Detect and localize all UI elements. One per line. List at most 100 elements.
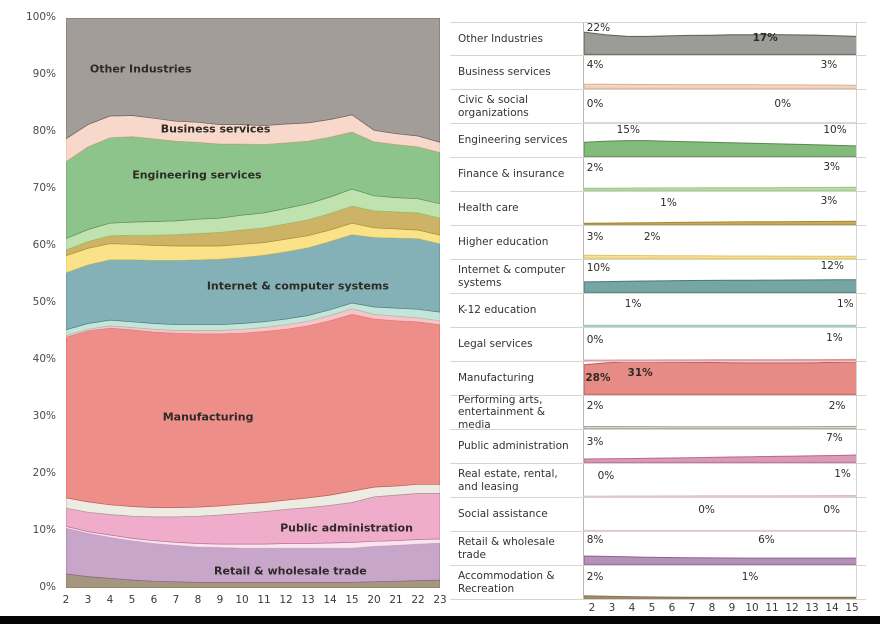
mini-area-manufacturing[interactable] [584, 362, 857, 395]
mini-area-public_admin[interactable] [584, 454, 857, 463]
industry-row-public_admin[interactable]: Public administration 3% 7% [450, 430, 866, 464]
mini-chart-cell[interactable]: 2% 3% [583, 158, 857, 191]
x-tick-label: 11 [257, 594, 271, 606]
industry-row-civic[interactable]: Civic & social organizations 0% 0% [450, 90, 866, 124]
industry-row-business[interactable]: Business services 4% 3% [450, 56, 866, 90]
mini-chart-cell[interactable]: 0% 0% [583, 498, 857, 531]
area-manufacturing[interactable] [65, 314, 441, 508]
mini-area-chart[interactable] [584, 532, 857, 565]
mini-chart-cell[interactable]: 15% 10% [583, 124, 857, 157]
mini-area-engineering[interactable] [584, 140, 857, 157]
mini-area-chart[interactable] [584, 158, 857, 191]
x-tick-label: 12 [279, 594, 293, 606]
mini-area-chart[interactable] [584, 362, 857, 395]
mini-chart-cell[interactable]: 2% 2% [583, 396, 857, 429]
mini-area-performing[interactable] [584, 425, 857, 429]
industry-name: Retail & wholesale trade [458, 536, 555, 561]
mini-area-chart[interactable] [584, 226, 857, 259]
mini-area-higher_ed[interactable] [584, 254, 857, 259]
right-x-tick-label: 4 [628, 602, 636, 614]
mini-area-chart[interactable] [584, 124, 857, 157]
mini-area-chart[interactable] [584, 260, 857, 293]
industry-name: Real estate, rental, and leasing [458, 468, 558, 493]
right-x-tick-label: 13 [805, 602, 819, 614]
industry-row-accommodation[interactable]: Accommodation & Recreation 2% 1% [450, 566, 866, 600]
right-x-tick-label: 14 [825, 602, 839, 614]
mini-area-chart[interactable] [584, 328, 857, 361]
industry-row-health[interactable]: Health care 1% 3% [450, 192, 866, 226]
mini-chart-cell[interactable]: 0% 1% [583, 328, 857, 361]
industry-name: Civic & social organizations [458, 94, 529, 119]
right-x-tick-label: 5 [648, 602, 656, 614]
mini-chart-cell[interactable]: 1% 3% [583, 192, 857, 225]
mini-area-legal[interactable] [584, 358, 857, 361]
mini-area-health[interactable] [584, 220, 857, 225]
mini-chart-cell[interactable]: 1% 1% [583, 294, 857, 327]
mini-area-retail[interactable] [584, 555, 857, 565]
industry-name: Performing arts, entertainment & media [458, 393, 546, 431]
industry-row-social[interactable]: Social assistance 0% 0% [450, 498, 866, 532]
mini-area-chart[interactable] [584, 498, 857, 531]
industry-row-engineering[interactable]: Engineering services 15% 10% [450, 124, 866, 158]
mini-area-finance[interactable] [584, 186, 857, 191]
industry-row-retail[interactable]: Retail & wholesale trade 8% 6% [450, 532, 866, 566]
right-x-tick-label: 10 [745, 602, 759, 614]
industry-row-finance[interactable]: Finance & insurance 2% 3% [450, 158, 866, 192]
right-x-tick-label: 8 [708, 602, 716, 614]
x-tick-label: 23 [433, 594, 447, 606]
industry-row-performing[interactable]: Performing arts, entertainment & media 2%… [450, 393, 866, 431]
mini-area-chart[interactable] [584, 23, 857, 55]
y-tick-label: 10% [32, 524, 56, 536]
right-x-tick-label: 11 [765, 602, 779, 614]
y-tick-label: 50% [32, 296, 56, 308]
industry-row-legal[interactable]: Legal services 0% 1% [450, 328, 866, 362]
industry-name: Social assistance [458, 508, 548, 521]
industry-name: Manufacturing [458, 372, 535, 385]
industry-row-internet[interactable]: Internet & computer systems 10% 12% [450, 260, 866, 294]
mini-chart-cell[interactable]: 0% 0% [583, 90, 857, 123]
mini-area-accommodation[interactable] [584, 595, 857, 599]
industry-row-manufacturing[interactable]: Manufacturing 28% 31% [450, 362, 866, 396]
mini-area-chart[interactable] [584, 396, 857, 429]
y-tick-label: 80% [32, 125, 56, 137]
industry-row-real_estate[interactable]: Real estate, rental, and leasing 0% 1% [450, 464, 866, 498]
mini-area-chart[interactable] [584, 56, 857, 89]
x-tick-label: 9 [216, 594, 224, 606]
mini-area-chart[interactable] [584, 566, 857, 599]
mini-area-chart[interactable] [584, 90, 857, 123]
industry-name: Public administration [458, 440, 569, 453]
industry-rows: Other Industries 22% 17% Business services 4… [450, 22, 866, 600]
mini-area-real_estate[interactable] [584, 494, 857, 497]
industry-name: Business services [458, 66, 551, 79]
mini-chart-cell[interactable]: 0% 1% [583, 464, 857, 497]
x-tick-label: 5 [128, 594, 136, 606]
x-tick-label: 6 [150, 594, 158, 606]
mini-chart-cell[interactable]: 10% 12% [583, 260, 857, 293]
mini-area-business[interactable] [584, 83, 857, 89]
right-x-tick-label: 7 [688, 602, 696, 614]
industry-row-other[interactable]: Other Industries 22% 17% [450, 22, 866, 56]
right-x-tick-label: 9 [728, 602, 736, 614]
x-tick-label: 3 [84, 594, 92, 606]
mini-area-other[interactable] [584, 31, 857, 55]
y-tick-label: 90% [32, 68, 56, 80]
mini-area-chart[interactable] [584, 192, 857, 225]
mini-chart-cell[interactable]: 2% 1% [583, 566, 857, 599]
mini-chart-cell[interactable]: 3% 2% [583, 226, 857, 259]
industry-row-higher_ed[interactable]: Higher education 3% 2% [450, 226, 866, 260]
mini-area-chart[interactable] [584, 430, 857, 463]
mini-area-k12[interactable] [584, 324, 857, 327]
mini-area-chart[interactable] [584, 294, 857, 327]
mini-chart-cell[interactable]: 28% 31% [583, 362, 857, 395]
mini-chart-cell[interactable]: 3% 7% [583, 430, 857, 463]
mini-chart-cell[interactable]: 8% 6% [583, 532, 857, 565]
stacked-area-plot[interactable] [65, 17, 441, 589]
industry-row-k12[interactable]: K-12 education 1% 1% [450, 294, 866, 328]
mini-chart-cell[interactable]: 22% 17% [583, 23, 857, 55]
x-tick-label: 4 [106, 594, 114, 606]
right-x-axis: 2 3 4 5 6 7 8 9 10 11 12 13 14 15 [583, 600, 859, 616]
mini-area-chart[interactable] [584, 464, 857, 497]
bottom-bar [0, 616, 880, 624]
mini-chart-cell[interactable]: 4% 3% [583, 56, 857, 89]
mini-area-internet[interactable] [584, 279, 857, 293]
